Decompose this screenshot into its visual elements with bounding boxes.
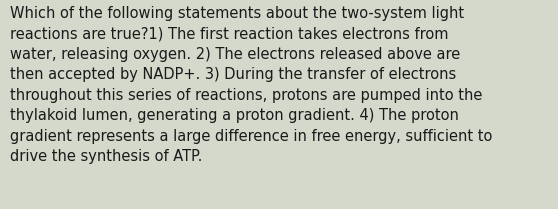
Text: Which of the following statements about the two-system light
reactions are true?: Which of the following statements about …	[10, 6, 492, 164]
